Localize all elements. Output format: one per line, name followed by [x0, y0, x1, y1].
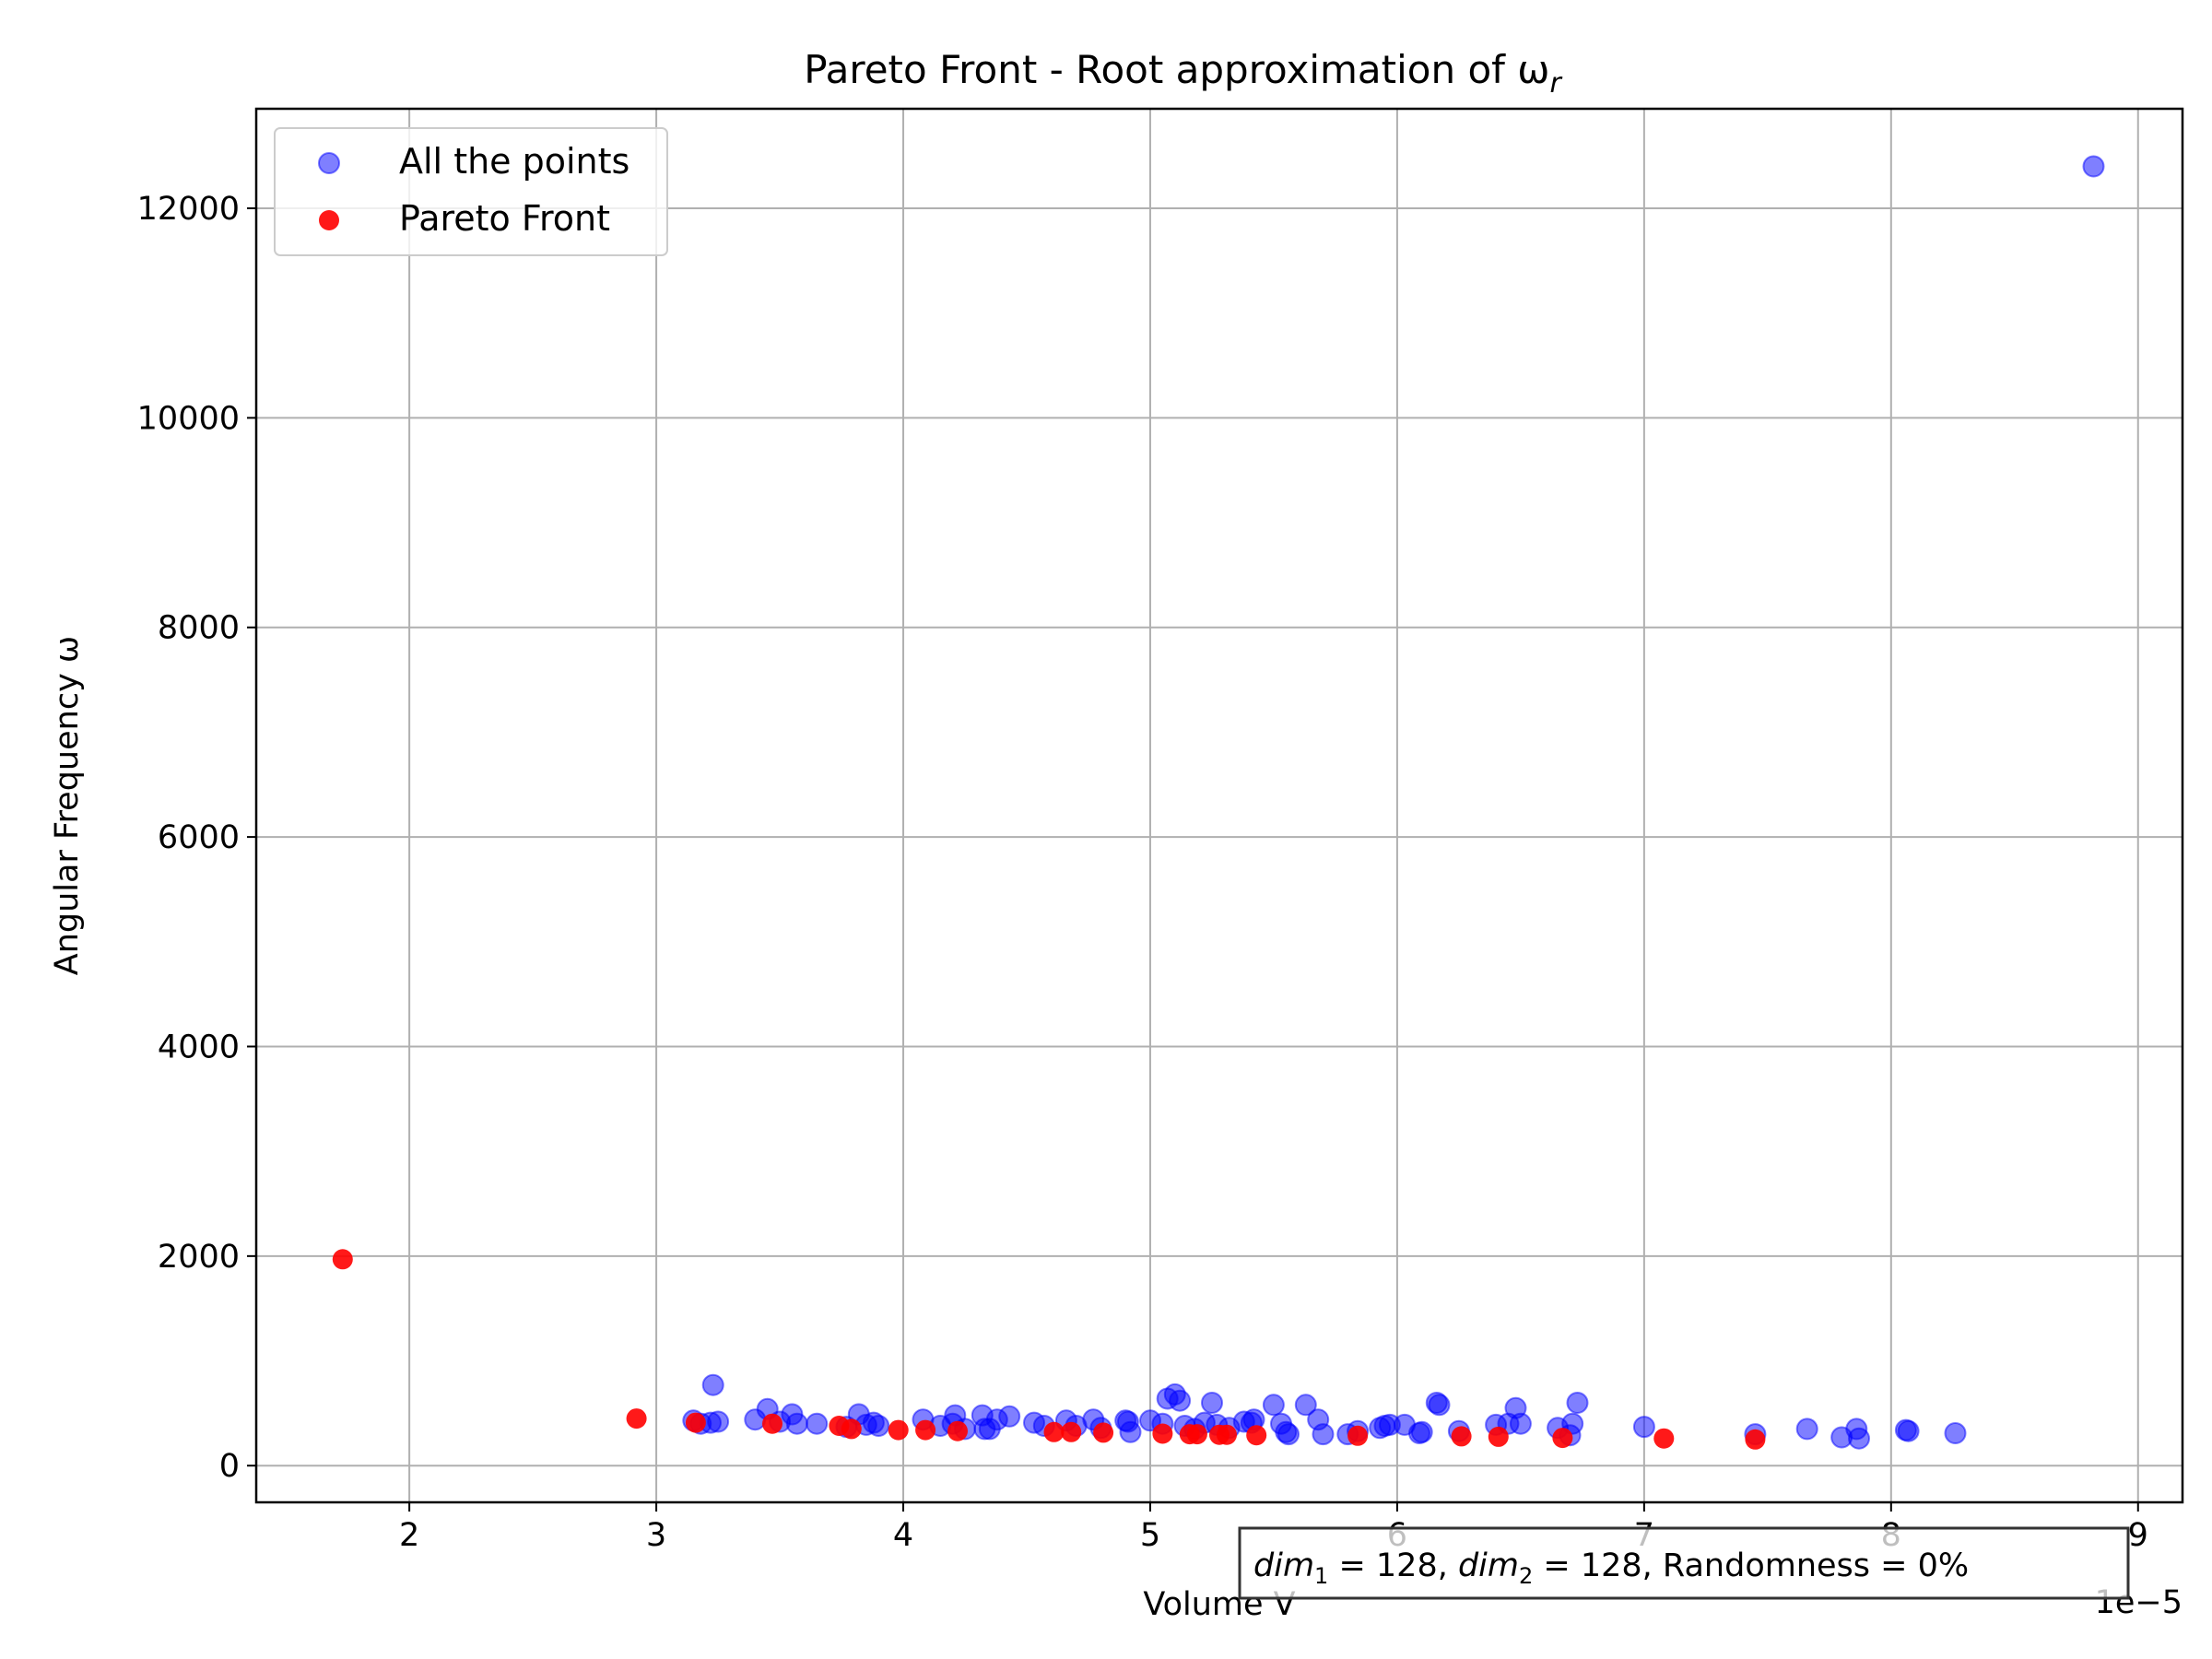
data-point-pareto — [1152, 1423, 1173, 1444]
annotation-text: dim1 = 128, dim2 = 128, Randomness = 0% — [1253, 1547, 1969, 1589]
annotation-dim2-sub: 2 — [1519, 1563, 1533, 1589]
annotation-dim1-sub: 1 — [1314, 1563, 1328, 1589]
data-point-all — [1897, 1419, 1920, 1442]
x-tick-label: 9 — [2128, 1517, 2148, 1554]
legend-marker-all-points — [318, 152, 340, 174]
grid-lines — [256, 109, 2183, 1502]
y-axis-label: Angular Frequency ω — [49, 636, 86, 975]
legend-label-all-points: All the points — [399, 141, 629, 182]
data-point-pareto — [1347, 1425, 1369, 1446]
legend-label-pareto-front: Pareto Front — [399, 198, 610, 239]
y-tick-label: 4000 — [158, 1029, 240, 1065]
data-point-pareto — [1061, 1421, 1082, 1442]
data-point-pareto — [1217, 1424, 1237, 1445]
data-point-pareto — [1043, 1421, 1065, 1442]
y-tick-label: 2000 — [158, 1239, 240, 1276]
y-tick-label: 8000 — [158, 610, 240, 647]
y-tick-label: 12000 — [137, 191, 240, 228]
data-point-all — [1848, 1427, 1870, 1450]
data-point-all — [1509, 1412, 1532, 1435]
annotation-box: dim1 = 128, dim2 = 128, Randomness = 0% — [1238, 1526, 2130, 1600]
data-point-all — [1632, 1416, 1655, 1439]
data-point-all — [1410, 1420, 1433, 1443]
data-point-all — [1944, 1422, 1967, 1444]
data-point-pareto — [685, 1412, 706, 1433]
data-point-all — [1201, 1392, 1223, 1414]
chart-title-sub: r — [1549, 67, 1562, 100]
data-point-all — [1795, 1418, 1818, 1441]
data-point-all — [2082, 155, 2105, 178]
annotation-dim2-value: = 128, Randomness = 0% — [1533, 1547, 1969, 1584]
legend-box — [274, 127, 668, 256]
annotation-dim2: dim — [1458, 1547, 1519, 1584]
data-point-pareto — [1745, 1429, 1766, 1450]
data-point-pareto — [762, 1413, 782, 1434]
data-point-all — [1312, 1423, 1335, 1446]
annotation-frame — [1238, 1526, 2130, 1600]
data-point-all — [701, 1373, 724, 1396]
data-point-all — [707, 1410, 730, 1433]
data-point-pareto — [841, 1418, 862, 1440]
data-point-all — [806, 1412, 829, 1435]
legend: All the points Pareto Front — [274, 127, 668, 256]
x-tick-label: 4 — [893, 1517, 913, 1554]
chart-title-main: Pareto Front - Root approximation of ω — [804, 47, 1549, 92]
x-tick-label: 5 — [1140, 1517, 1160, 1554]
data-point-all — [1262, 1394, 1285, 1417]
y-tick-label: 6000 — [158, 819, 240, 856]
data-point-pareto — [1552, 1428, 1573, 1449]
data-point-pareto — [1451, 1426, 1472, 1447]
plot-frame — [254, 107, 2184, 1504]
data-point-pareto — [1093, 1422, 1114, 1443]
data-point-all — [1277, 1423, 1300, 1446]
data-point-all — [1169, 1389, 1192, 1412]
series-pareto-front — [332, 1249, 1766, 1450]
data-point-pareto — [915, 1419, 936, 1441]
data-point-pareto — [888, 1419, 909, 1441]
x-tick-label: 3 — [646, 1517, 666, 1554]
data-point-pareto — [1653, 1428, 1675, 1449]
data-point-all — [785, 1412, 808, 1435]
data-point-pareto — [1488, 1426, 1509, 1447]
legend-marker-pareto-front — [319, 210, 339, 230]
data-point-pareto — [626, 1408, 647, 1430]
data-point-all — [998, 1405, 1021, 1428]
data-point-all — [1119, 1420, 1142, 1443]
data-point-pareto — [947, 1420, 968, 1441]
data-point-pareto — [332, 1249, 353, 1270]
annotation-dim1-value: = 128, — [1328, 1547, 1458, 1584]
y-axis-ticks: 0 2000 4000 6000 8000 10000 12000 — [137, 191, 256, 1485]
data-point-pareto — [1246, 1425, 1267, 1446]
data-point-all — [867, 1415, 890, 1437]
annotation-dim1: dim — [1253, 1547, 1314, 1584]
y-tick-label: 0 — [219, 1448, 240, 1485]
data-point-pareto — [1186, 1424, 1207, 1445]
x-tick-label: 2 — [399, 1517, 419, 1554]
y-tick-label: 10000 — [137, 400, 240, 437]
data-point-all — [1294, 1394, 1317, 1417]
data-point-all — [1561, 1412, 1584, 1435]
data-point-all — [1428, 1394, 1451, 1417]
chart-title: Pareto Front - Root approximation of ωr — [804, 47, 1562, 100]
data-point-all — [1566, 1392, 1589, 1414]
